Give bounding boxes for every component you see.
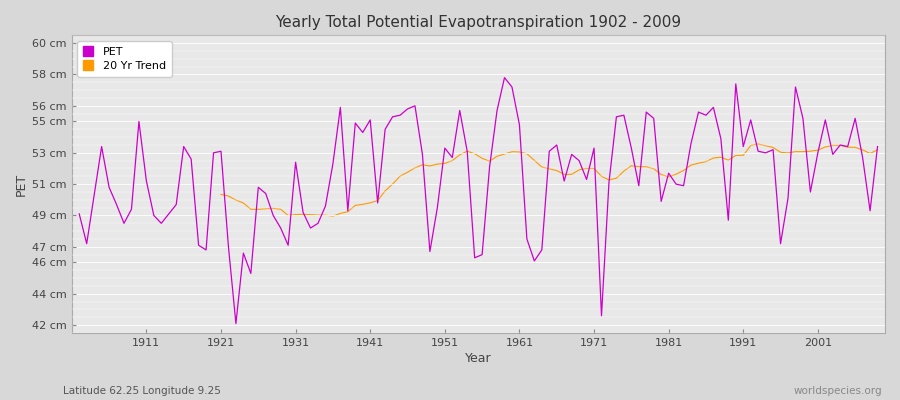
Text: worldspecies.org: worldspecies.org xyxy=(794,386,882,396)
Legend: PET, 20 Yr Trend: PET, 20 Yr Trend xyxy=(77,41,172,77)
Y-axis label: PET: PET xyxy=(15,172,28,196)
X-axis label: Year: Year xyxy=(465,352,491,365)
Text: Latitude 62.25 Longitude 9.25: Latitude 62.25 Longitude 9.25 xyxy=(63,386,220,396)
Title: Yearly Total Potential Evapotranspiration 1902 - 2009: Yearly Total Potential Evapotranspiratio… xyxy=(275,15,681,30)
